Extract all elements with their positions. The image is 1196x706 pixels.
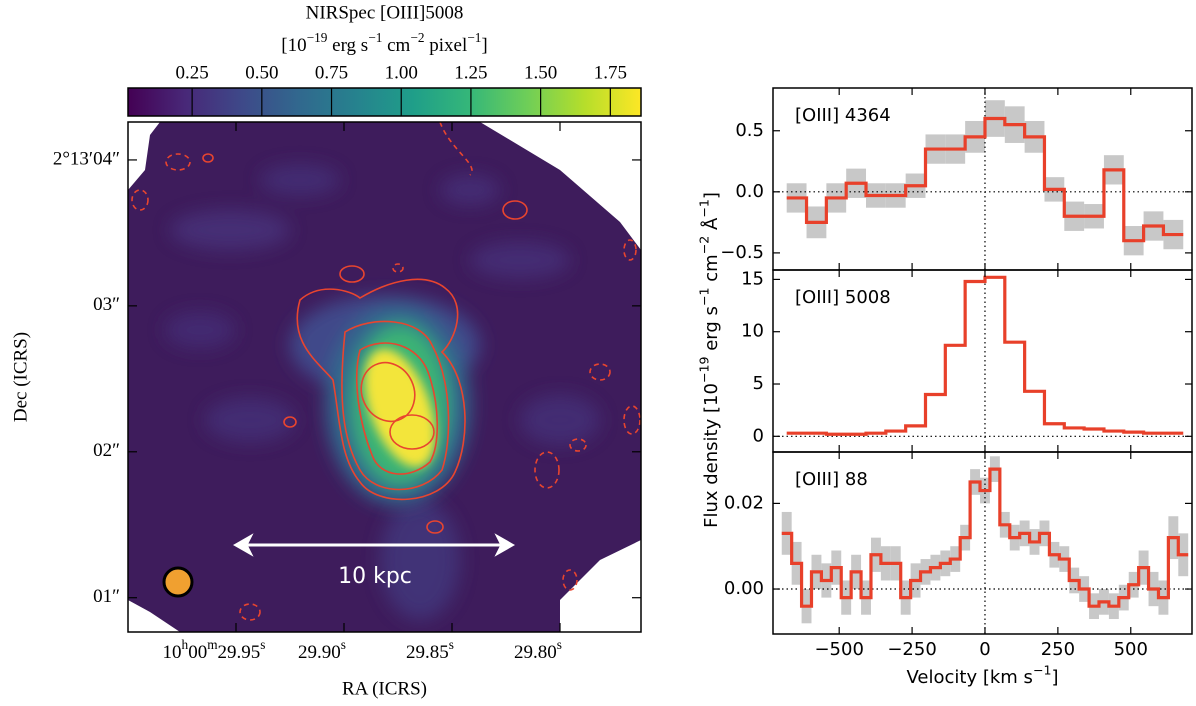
colorbar-label-part: −1 xyxy=(467,30,481,45)
x-axis-label-part: ] xyxy=(1051,667,1058,688)
y-axis-label-part: −19 xyxy=(696,357,711,384)
intensity-map xyxy=(128,122,641,632)
colorbar-label-part: pixel xyxy=(424,35,467,56)
y-tick-label: 02″ xyxy=(93,440,120,461)
y-tick-label: 0 xyxy=(753,425,764,446)
panel-label: [OIII] 88 xyxy=(795,469,868,490)
colorbar-label-part: −19 xyxy=(307,30,328,45)
x-tick-label-part: s xyxy=(260,637,265,652)
x-tick-label-part: 29.90 xyxy=(298,642,341,663)
x-tick-label-part: 29.95 xyxy=(218,642,261,663)
y-axis-label-part: −1 xyxy=(696,199,711,218)
x-tick-label-part: 29.85 xyxy=(406,642,449,663)
x-tick-label-part: s xyxy=(449,637,454,652)
colorbar-label-part: ] xyxy=(481,35,487,56)
x-tick-label: 10h00m29.95s xyxy=(163,637,266,663)
colorbar-label-part: cm xyxy=(382,35,410,56)
x-tick-label: −250 xyxy=(887,639,936,660)
y-tick-label: 2°13′04″ xyxy=(53,148,120,169)
y-tick-label: 0.5 xyxy=(735,120,764,141)
y-tick-label: 5 xyxy=(753,373,764,394)
x-tick-label-part: 29.80 xyxy=(514,642,557,663)
x-tick-label-part: s xyxy=(341,637,346,652)
colorbar-tick-label: 0.50 xyxy=(245,62,278,83)
x-tick-label-part: 00 xyxy=(188,642,207,663)
x-tick-label-part: s xyxy=(557,637,562,652)
y-axis-label: Dec (ICRS) xyxy=(10,332,31,422)
panel-label: [OIII] 5008 xyxy=(795,287,891,308)
y-tick-label: 03″ xyxy=(93,294,120,315)
x-axis-label: Velocity [km s−1] xyxy=(906,662,1058,688)
colorbar-title: NIRSpec [OIII]5008 xyxy=(306,2,464,23)
beam xyxy=(164,568,192,596)
colorbar-label-part: [10 xyxy=(281,35,306,56)
colorbar-tick-label: 1.50 xyxy=(524,62,557,83)
y-tick-label: 0.00 xyxy=(724,578,764,599)
y-tick-label: 0.02 xyxy=(724,492,764,513)
x-tick-label: 29.80s xyxy=(514,637,562,663)
colorbar-tick-label: 0.75 xyxy=(315,62,348,83)
x-axis-label-part: −1 xyxy=(1033,662,1052,677)
scale-label: 10 kpc xyxy=(338,564,412,589)
step-line xyxy=(787,119,1184,241)
x-tick-label: 29.85s xyxy=(406,637,454,663)
y-axis-label-part: ] xyxy=(701,192,722,199)
colorbar-tick-label: 1.00 xyxy=(385,62,418,83)
x-axis-label: RA (ICRS) xyxy=(342,678,427,699)
colorbar-label: [10−19 erg s−1 cm−2 pixel−1] xyxy=(281,30,487,56)
y-tick-label: 0.0 xyxy=(735,181,764,202)
x-tick-label-part: m xyxy=(207,637,218,652)
x-tick-label: −500 xyxy=(814,639,863,660)
colorbar-tick-label: 1.75 xyxy=(594,62,627,83)
y-axis-label-part: Flux density [10 xyxy=(701,383,722,528)
y-axis-label: Flux density [10−19 erg s−1 cm−2 Å−1] xyxy=(696,192,722,528)
x-tick-label-part: 10 xyxy=(163,642,182,663)
colorbar-label-part: −2 xyxy=(410,30,424,45)
panel-label: [OIII] 4364 xyxy=(795,105,891,126)
x-tick-label: 29.90s xyxy=(298,637,346,663)
colorbar xyxy=(128,88,641,116)
y-tick-label: −0.5 xyxy=(720,242,764,263)
x-tick-label: 250 xyxy=(1041,639,1075,660)
y-axis-label-part: −1 xyxy=(696,288,711,307)
y-tick-label: 01″ xyxy=(93,586,120,607)
x-tick-label: 500 xyxy=(1114,639,1148,660)
colorbar-label-part: erg s xyxy=(327,35,368,56)
y-tick-label: 15 xyxy=(741,268,764,289)
y-axis-label-part: erg s xyxy=(701,306,722,356)
colorbar-tick-label: 0.25 xyxy=(176,62,209,83)
colorbar-label-part: −1 xyxy=(368,30,382,45)
y-tick-label: 10 xyxy=(741,321,764,342)
colorbar-tick-label: 1.25 xyxy=(454,62,487,83)
page: 0.250.500.751.001.251.501.75NIRSpec [OII… xyxy=(0,0,1196,706)
x-axis-label-part: Velocity [km s xyxy=(906,667,1032,688)
y-axis-label-part: −2 xyxy=(696,236,711,255)
y-axis-label-part: cm xyxy=(701,254,722,287)
x-tick-label: 0 xyxy=(979,639,990,660)
y-axis-label-part: Å xyxy=(700,217,722,236)
figure: 0.250.500.751.001.251.501.75NIRSpec [OII… xyxy=(0,0,1196,706)
